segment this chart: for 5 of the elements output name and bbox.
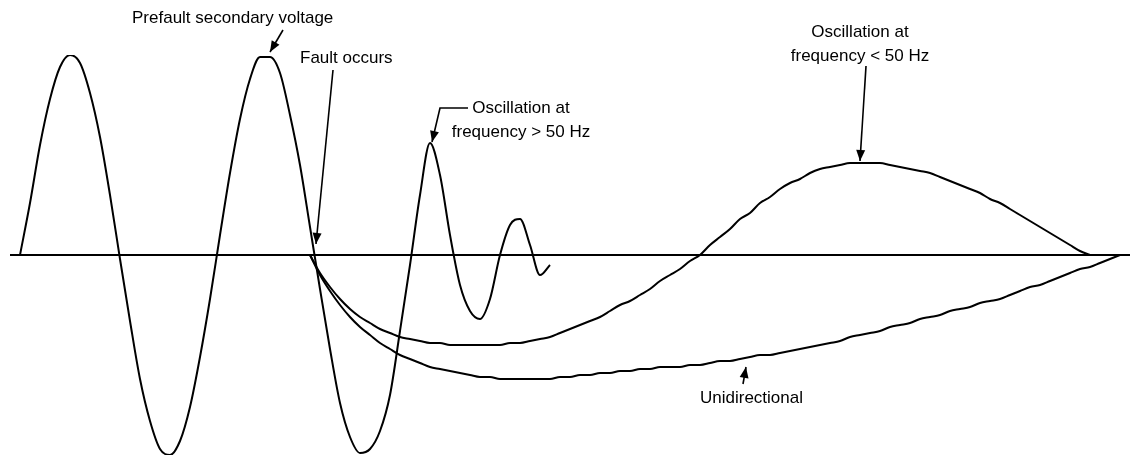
annotation: Oscillation at frequency < 50 Hz (789, 21, 931, 67)
annotation: Oscillation at frequency > 50 Hz (450, 97, 592, 143)
annotation: Unidirectional (700, 387, 804, 409)
text: Prefault secondary voltage (132, 7, 335, 29)
annotation: Fault occurs (300, 47, 394, 69)
